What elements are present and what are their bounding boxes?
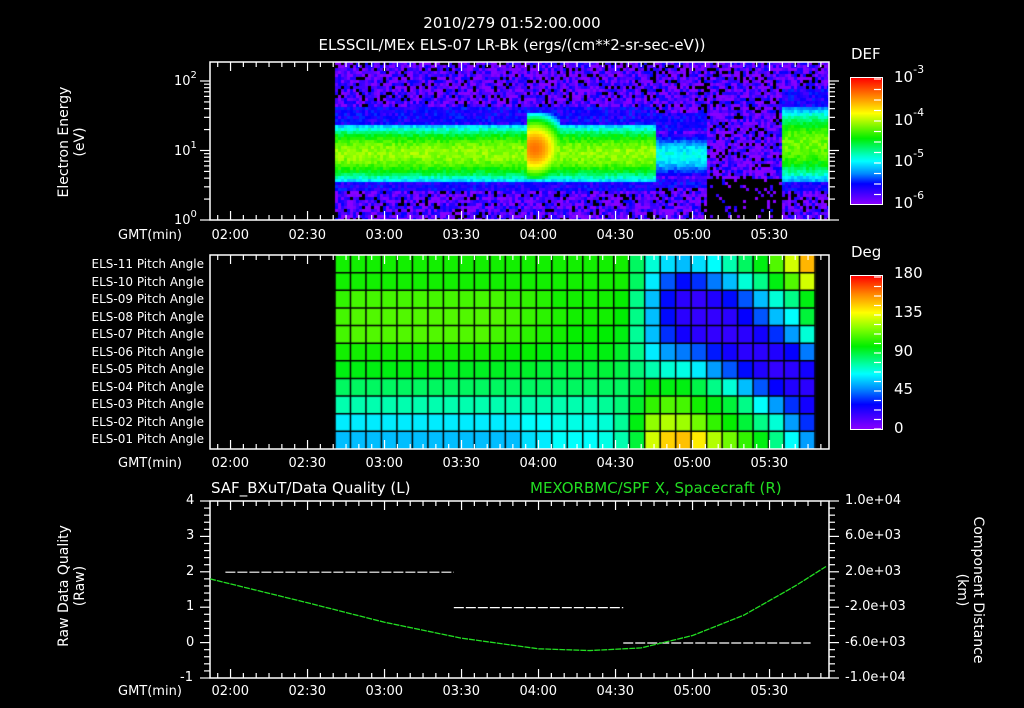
energy-tick-1: 100 bbox=[174, 209, 197, 228]
deg-tick-180: 180 bbox=[894, 264, 923, 282]
def-tick-1e-4: 10-4 bbox=[894, 106, 925, 129]
def-tick-1e-3: 10-3 bbox=[894, 63, 925, 86]
distance-tick-1e4: 1.0e+04 bbox=[845, 493, 902, 508]
time-tick-label: 05:30 bbox=[750, 456, 788, 471]
deg-tick-45: 45 bbox=[894, 380, 914, 398]
time-axis-label-2: GMT(min) bbox=[118, 456, 182, 471]
row-label-els-11: ELS-11 Pitch Angle bbox=[91, 257, 204, 271]
time-tick-label: 03:30 bbox=[442, 684, 480, 699]
row-label-els-06: ELS-06 Pitch Angle bbox=[91, 345, 204, 359]
distance-tick-2e3: 2.0e+03 bbox=[845, 564, 902, 579]
deg-tick-0: 0 bbox=[894, 419, 904, 437]
pitch-angle-heatmap bbox=[210, 255, 829, 449]
distance-tick-neg2e3: -2.0e+03 bbox=[845, 599, 906, 614]
energy-tick-100: 102 bbox=[174, 70, 197, 89]
row-label-els-08: ELS-08 Pitch Angle bbox=[91, 310, 204, 324]
panel3-left-title: SAF_BXuT/Data Quality (L) bbox=[211, 479, 411, 497]
energy-spectrogram bbox=[210, 62, 829, 220]
row-label-els-04: ELS-04 Pitch Angle bbox=[91, 380, 204, 394]
row-label-els-05: ELS-05 Pitch Angle bbox=[91, 362, 204, 376]
def-colorbar-title: DEF bbox=[851, 45, 881, 63]
panel3-right-title: MEXORBMC/SPF X, Spacecraft (R) bbox=[530, 479, 782, 497]
quality-tick-0: 0 bbox=[186, 635, 195, 650]
time-tick-label: 02:30 bbox=[288, 228, 326, 243]
time-tick-label: 05:00 bbox=[673, 456, 711, 471]
time-tick-label: 03:30 bbox=[442, 456, 480, 471]
row-label-els-07: ELS-07 Pitch Angle bbox=[91, 327, 204, 341]
row-label-els-09: ELS-09 Pitch Angle bbox=[91, 292, 204, 306]
quality-tick-neg1: -1 bbox=[180, 670, 193, 685]
time-axis-label-3: GMT(min) bbox=[118, 684, 182, 699]
def-tick-1e-6: 10-6 bbox=[894, 189, 925, 212]
quality-tick-4: 4 bbox=[186, 493, 195, 508]
quality-tick-3: 3 bbox=[186, 528, 195, 543]
time-tick-label: 04:30 bbox=[596, 456, 634, 471]
distance-tick-6e3: 6.0e+03 bbox=[845, 528, 902, 543]
time-tick-label: 03:30 bbox=[442, 228, 480, 243]
plot-timestamp: 2010/279 01:52:00.000 bbox=[423, 14, 601, 32]
time-tick-label: 03:00 bbox=[365, 684, 403, 699]
quality-tick-1: 1 bbox=[186, 599, 195, 614]
time-tick-label: 02:30 bbox=[288, 456, 326, 471]
time-tick-label: 05:00 bbox=[673, 684, 711, 699]
def-tick-1e-5: 10-5 bbox=[894, 147, 925, 170]
time-tick-label: 05:30 bbox=[750, 684, 788, 699]
time-tick-label: 03:00 bbox=[365, 228, 403, 243]
row-label-els-10: ELS-10 Pitch Angle bbox=[91, 275, 204, 289]
time-tick-label: 02:00 bbox=[211, 456, 249, 471]
time-tick-label: 05:30 bbox=[750, 228, 788, 243]
row-label-els-01: ELS-01 Pitch Angle bbox=[91, 432, 204, 446]
deg-tick-135: 135 bbox=[894, 303, 923, 321]
time-tick-label: 04:30 bbox=[596, 228, 634, 243]
time-axis-label-1: GMT(min) bbox=[118, 228, 182, 243]
row-label-els-02: ELS-02 Pitch Angle bbox=[91, 415, 204, 429]
energy-tick-10: 101 bbox=[174, 140, 197, 159]
time-tick-label: 05:00 bbox=[673, 228, 711, 243]
time-tick-label: 04:00 bbox=[519, 456, 557, 471]
distance-tick-neg1e4: -1.0e+04 bbox=[845, 670, 906, 685]
deg-tick-90: 90 bbox=[894, 342, 914, 360]
deg-colorbar-title: Deg bbox=[851, 243, 882, 261]
plot-title: ELSSCIL/MEx ELS-07 LR-Bk (ergs/(cm**2-sr… bbox=[318, 36, 706, 54]
time-tick-label: 03:00 bbox=[365, 456, 403, 471]
time-tick-label: 02:30 bbox=[288, 684, 326, 699]
time-tick-label: 02:00 bbox=[211, 684, 249, 699]
time-tick-label: 04:00 bbox=[519, 228, 557, 243]
time-tick-label: 04:00 bbox=[519, 684, 557, 699]
quality-tick-2: 2 bbox=[186, 564, 195, 579]
time-tick-label: 04:30 bbox=[596, 684, 634, 699]
row-label-els-03: ELS-03 Pitch Angle bbox=[91, 397, 204, 411]
time-tick-label: 02:00 bbox=[211, 228, 249, 243]
distance-tick-neg6e3: -6.0e+03 bbox=[845, 635, 906, 650]
